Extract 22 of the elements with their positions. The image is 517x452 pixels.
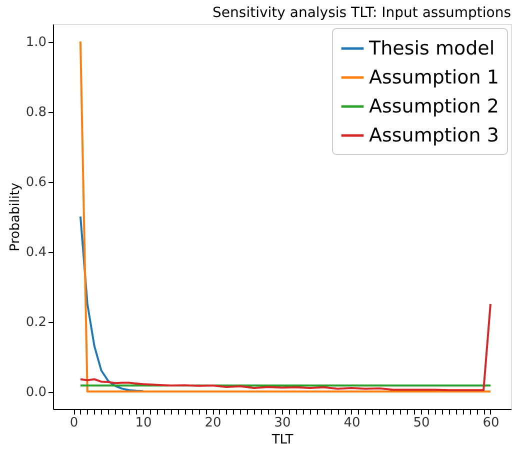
x-tick-label: 40 [344, 416, 360, 430]
y-tick-label: 0.2 [26, 315, 46, 330]
y-tick-label: 0.6 [26, 175, 46, 190]
x-tick-label: 0 [70, 416, 78, 430]
x-tick-label: 60 [482, 416, 500, 430]
legend-label: Assumption 2 [369, 96, 499, 118]
legend-label: Assumption 1 [369, 66, 499, 88]
x-tick-label: 10 [135, 416, 152, 430]
x-axis-title: TLT [270, 432, 294, 448]
chart-title: Sensitivity analysis TLT: Input assumptions [212, 5, 511, 21]
legend-label: Thesis model [368, 38, 495, 60]
line-series [79, 216, 144, 392]
x-tick-label: 50 [413, 416, 430, 430]
y-tick-label: 0.0 [26, 385, 46, 400]
y-tick-label: 1.0 [26, 35, 46, 50]
y-tick-label: 0.8 [26, 105, 46, 120]
line-series [79, 303, 492, 392]
y-tick-label: 0.4 [26, 245, 46, 260]
x-tick-label: 20 [204, 416, 222, 430]
y-axis-title: Probability [8, 182, 23, 252]
x-tick-label: 30 [274, 416, 291, 430]
legend-label: Assumption 3 [369, 124, 499, 146]
